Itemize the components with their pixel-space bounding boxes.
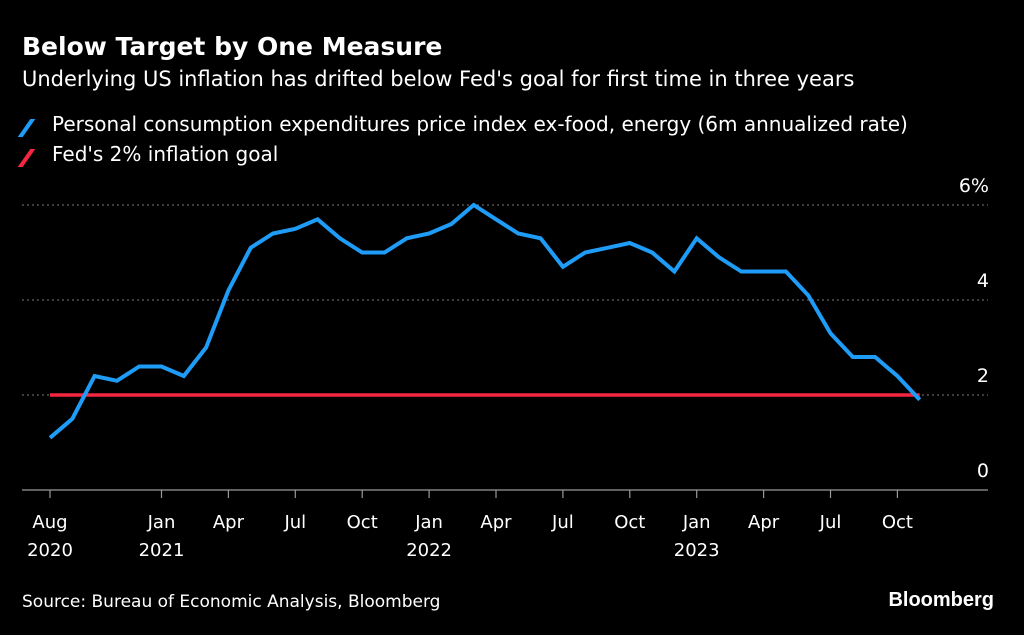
x-tick-label: Apr <box>748 512 780 533</box>
x-tick-year-label: 2021 <box>139 540 185 561</box>
x-tick-label: Oct <box>882 512 913 533</box>
bloomberg-logo: Bloomberg <box>888 589 994 611</box>
y-tick-label: 0 <box>977 460 989 482</box>
x-tick-year-label: 2022 <box>406 540 452 561</box>
x-tick-label: Jan <box>682 512 711 533</box>
x-tick-label: Apr <box>480 512 512 533</box>
x-tick-label: Jan <box>147 512 176 533</box>
source-note: Source: Bureau of Economic Analysis, Blo… <box>22 592 441 612</box>
chart-title: Below Target by One Measure <box>22 32 443 61</box>
x-tick-year-label: 2020 <box>27 540 73 561</box>
x-tick-label: Jul <box>283 512 306 533</box>
y-tick-label: 4 <box>977 270 989 292</box>
chart-subtitle: Underlying US inflation has drifted belo… <box>22 67 855 91</box>
x-tick-label: Jul <box>551 512 574 533</box>
legend-label-pce: Personal consumption expenditures price … <box>52 112 908 136</box>
x-tick-label: Jul <box>819 512 842 533</box>
x-tick-label: Aug <box>32 512 67 533</box>
x-tick-year-label: 2023 <box>674 540 720 561</box>
x-tick-label: Apr <box>213 512 245 533</box>
x-tick-label: Jan <box>414 512 443 533</box>
legend-label-fed-goal: Fed's 2% inflation goal <box>52 142 279 166</box>
x-tick-label: Oct <box>614 512 645 533</box>
x-tick-label: Oct <box>347 512 378 533</box>
y-tick-label: 6% <box>959 175 989 197</box>
y-tick-label: 2 <box>977 365 989 387</box>
series-line-pce <box>48 202 922 440</box>
